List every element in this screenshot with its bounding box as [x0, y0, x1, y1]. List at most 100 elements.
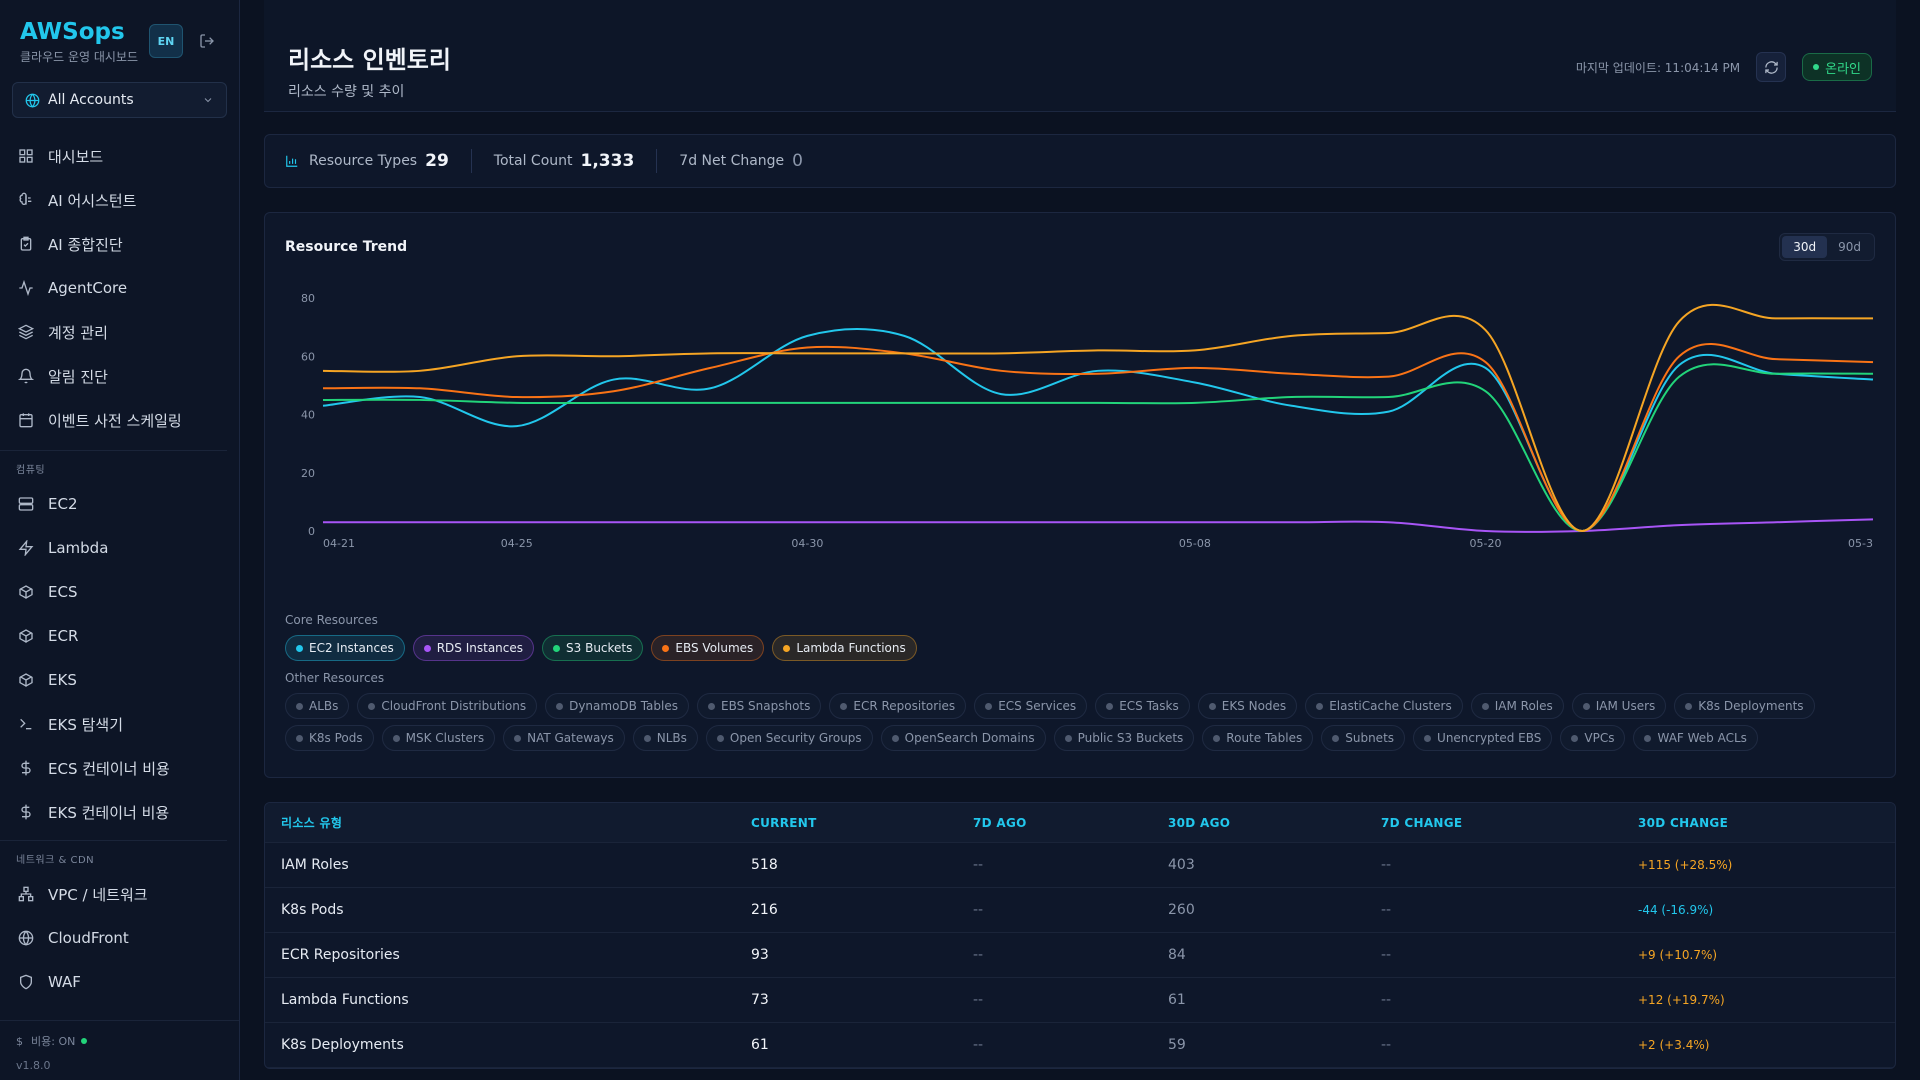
legend-chip-ecr-repositories[interactable]: ECR Repositories — [829, 693, 967, 719]
table-row[interactable]: IAM Roles 518 -- 403 -- +115 (+28.5%) — [265, 843, 1895, 888]
series-line-lambda-functions[interactable] — [322, 303, 1874, 533]
col-header-30d-change[interactable]: 30D CHANGE — [1638, 815, 1729, 830]
terminal-icon — [20, 718, 32, 730]
legend-chip-waf-web-acls[interactable]: WAF Web ACLs — [1633, 725, 1758, 751]
legend-chip-ebs-volumes[interactable]: EBS Volumes — [651, 635, 765, 661]
table-row[interactable]: Lambda Functions 73 -- 61 -- +12 (+19.7%) — [265, 978, 1895, 1023]
sidebar-item-account-management[interactable]: 계정 관리 — [0, 310, 239, 354]
sidebar-item-label: EC2 — [48, 495, 78, 513]
chevron-down-icon — [204, 98, 212, 103]
legend-chip-msk-clusters[interactable]: MSK Clusters — [381, 725, 496, 751]
sidebar-item-ai-diagnosis[interactable]: AI 종합진단 — [0, 222, 239, 266]
legend-chip-k8s-pods[interactable]: K8s Pods — [285, 725, 374, 751]
cell-7d-change: -- — [1381, 992, 1392, 1008]
stat-value: 0 — [792, 151, 803, 171]
legend-chip-subnets[interactable]: Subnets — [1321, 725, 1406, 751]
logout-icon[interactable] — [195, 29, 219, 53]
dollar-icon — [21, 760, 31, 776]
brand[interactable]: AWSops 클라우드 운영 대시보드 — [20, 18, 149, 65]
range-30d-button[interactable]: 30d — [1782, 236, 1828, 258]
col-header-30d-ago[interactable]: 30D AGO — [1168, 815, 1231, 830]
range-90d-button[interactable]: 90d — [1838, 240, 1861, 254]
legend-chip-iam-users[interactable]: IAM Users — [1571, 693, 1667, 719]
legend-chip-lambda-functions[interactable]: Lambda Functions — [772, 635, 917, 661]
legend-chip-ec2-instances[interactable]: EC2 Instances — [285, 635, 405, 661]
legend-chip-open-security-groups[interactable]: Open Security Groups — [705, 725, 873, 751]
cell-current: 61 — [751, 1037, 769, 1053]
sidebar-item-ecs-container-cost[interactable]: ECS 컨테이너 비용 — [0, 746, 239, 790]
sidebar-item-label: ECS 컨테이너 비용 — [48, 759, 170, 778]
sidebar-item-ai-assistant[interactable]: AI 어시스턴트 — [0, 178, 239, 222]
series-line-s3-buckets[interactable] — [322, 363, 1874, 533]
legend-chip-iam-roles[interactable]: IAM Roles — [1470, 693, 1564, 719]
table-row[interactable]: K8s Pods 216 -- 260 -- -44 (-16.9%) — [265, 888, 1895, 933]
legend-chip-dynamodb-tables[interactable]: DynamoDB Tables — [545, 693, 689, 719]
y-tick-label: 0 — [308, 525, 315, 538]
sidebar-item-cloudfront[interactable]: CloudFront — [0, 916, 239, 960]
col-header-type[interactable]: 리소스 유형 — [281, 816, 343, 830]
language-toggle-button[interactable]: EN — [149, 24, 183, 58]
legend-chip-opensearch-domains[interactable]: OpenSearch Domains — [880, 725, 1046, 751]
legend-chip-vpcs[interactable]: VPCs — [1560, 725, 1626, 751]
legend-chip-cloudfront-distributions[interactable]: CloudFront Distributions — [357, 693, 538, 719]
legend-chip-label: MSK Clusters — [405, 731, 485, 745]
cost-status-label: 비용: ON — [31, 1035, 76, 1048]
account-selector[interactable]: All Accounts — [12, 82, 227, 118]
cell-30d-change: -44 (-16.9%) — [1638, 903, 1714, 917]
table-row[interactable]: ECR Repositories 93 -- 84 -- +9 (+10.7%) — [265, 933, 1895, 978]
sidebar-footer: $ 비용: ON v1.8.0 — [0, 1020, 239, 1080]
series-line-rds-instances[interactable] — [322, 518, 1874, 533]
table-row[interactable]: K8s Deployments 61 -- 59 -- +2 (+3.4%) — [265, 1023, 1895, 1068]
last-update-time: 마지막 업데이트: 11:04:14 PM — [1575, 60, 1741, 75]
legend-chip-elasticache-clusters[interactable]: ElastiCache Clusters — [1305, 693, 1463, 719]
sidebar-item-dashboard[interactable]: 대시보드 — [0, 134, 239, 178]
legend-dot — [556, 702, 564, 710]
sidebar-item-eks-explorer[interactable]: EKS 탐색기 — [0, 702, 239, 746]
cell-7d-change: -- — [1381, 947, 1392, 963]
sidebar-item-waf[interactable]: WAF — [0, 960, 239, 1004]
legend-chip-nlbs[interactable]: NLBs — [632, 725, 698, 751]
col-header-7d-change[interactable]: 7D CHANGE — [1381, 815, 1463, 830]
legend-dot — [1582, 702, 1590, 710]
legend-chip-k8s-deployments[interactable]: K8s Deployments — [1674, 693, 1815, 719]
sidebar-item-ec2[interactable]: EC2 — [0, 482, 239, 526]
legend-chip-label: Public S3 Buckets — [1077, 731, 1184, 745]
legend-dot — [1213, 734, 1221, 742]
legend-chip-ecs-tasks[interactable]: ECS Tasks — [1095, 693, 1190, 719]
x-tick-label: 05-08 — [1179, 537, 1211, 550]
series-line-ebs-volumes[interactable] — [322, 343, 1874, 533]
cell-current: 93 — [751, 947, 769, 963]
sidebar-item-label: 알림 진단 — [48, 367, 108, 386]
legend-chip-s3-buckets[interactable]: S3 Buckets — [542, 635, 644, 661]
legend-chip-ecs-services[interactable]: ECS Services — [974, 693, 1088, 719]
legend-chip-unencrypted-ebs[interactable]: Unencrypted EBS — [1413, 725, 1553, 751]
sidebar-item-ecs[interactable]: ECS — [0, 570, 239, 614]
sidebar-item-lambda[interactable]: Lambda — [0, 526, 239, 570]
refresh-button[interactable] — [1756, 52, 1787, 82]
sidebar-item-vpc-network[interactable]: VPC / 네트워크 — [0, 872, 239, 916]
cell-current: 518 — [751, 857, 778, 873]
sidebar-item-eks-container-cost[interactable]: EKS 컨테이너 비용 — [0, 790, 239, 834]
cell-type: K8s Pods — [281, 902, 344, 918]
sidebar-item-agentcore[interactable]: AgentCore — [0, 266, 239, 310]
summary-stats: Resource Types 29 Total Count 1,333 7d N… — [264, 134, 1896, 188]
legend-chip-rds-instances[interactable]: RDS Instances — [412, 635, 535, 661]
page-subtitle: 리소스 수량 및 추이 — [288, 84, 405, 100]
legend-chip-nat-gateways[interactable]: NAT Gateways — [503, 725, 625, 751]
legend-dot — [296, 702, 303, 710]
sidebar-item-eks[interactable]: EKS — [0, 658, 239, 702]
legend-chip-eks-nodes[interactable]: EKS Nodes — [1197, 693, 1298, 719]
sidebar-item-event-prescaling[interactable]: 이벤트 사전 스케일링 — [0, 398, 239, 442]
col-header-7d-ago[interactable]: 7D AGO — [973, 815, 1027, 830]
legend-chip-route-tables[interactable]: Route Tables — [1202, 725, 1314, 751]
server-icon — [18, 497, 34, 511]
sidebar-item-alert-diagnosis[interactable]: 알림 진단 — [0, 354, 239, 398]
legend-chip-albs[interactable]: ALBs — [285, 693, 350, 719]
col-header-current[interactable]: CURRENT — [751, 815, 817, 830]
legend-chip-ebs-snapshots[interactable]: EBS Snapshots — [697, 693, 822, 719]
legend-chip-public-s3-buckets[interactable]: Public S3 Buckets — [1053, 725, 1195, 751]
sidebar-item-ecr[interactable]: ECR — [0, 614, 239, 658]
cell-30d-ago: 260 — [1168, 902, 1195, 918]
main-content: 리소스 인벤토리 리소스 수량 및 추이 마지막 업데이트: 11:04:14 … — [240, 0, 1920, 1080]
stat-value: 1,333 — [580, 151, 635, 171]
